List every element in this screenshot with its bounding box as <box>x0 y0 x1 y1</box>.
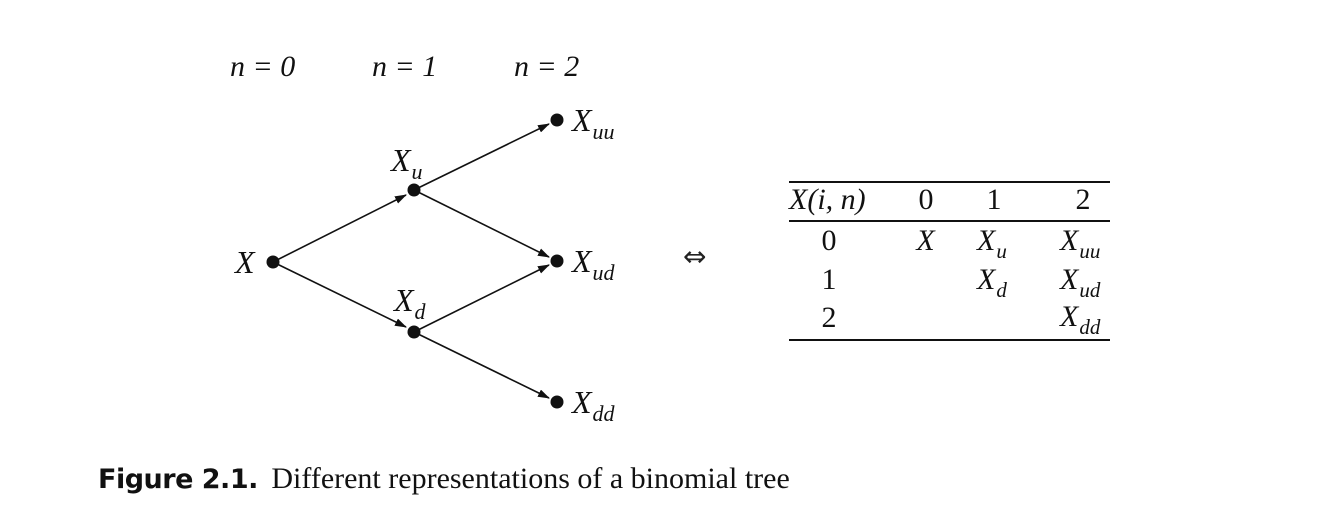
node-d <box>407 325 421 339</box>
stage-label-n0: n = 0 <box>230 50 296 83</box>
table-row0-index: 0 <box>821 224 837 257</box>
table-bottom-rule <box>789 339 1110 341</box>
edge-u-to-uu <box>413 123 550 191</box>
edge-u-to-ud <box>413 189 550 258</box>
node-dd <box>550 395 564 409</box>
node-root <box>266 255 280 269</box>
node-label-dd: Xdd <box>572 384 615 426</box>
table-header-xin: X(i, n) <box>789 183 866 216</box>
table-row2-index: 2 <box>821 301 837 334</box>
table-row0-col2: Xuu <box>1060 224 1101 263</box>
table-row1-col2: Xud <box>1060 263 1101 302</box>
equivalence-arrow-icon: ⇔ <box>683 240 707 273</box>
table-row1-index: 1 <box>821 263 837 296</box>
node-label-d: Xd <box>394 282 426 324</box>
node-label-uu: Xuu <box>572 102 615 144</box>
edge-d-to-dd <box>413 331 550 399</box>
edge-root-to-u <box>272 194 407 263</box>
edge-root-to-d <box>272 261 407 328</box>
node-label-ud: Xud <box>572 243 615 285</box>
table-header-col0: 0 <box>918 183 934 216</box>
node-ud <box>550 254 564 268</box>
table-row2-col2: Xdd <box>1060 300 1101 339</box>
node-uu <box>550 113 564 127</box>
edge-d-to-ud <box>413 264 550 333</box>
node-label-root: X <box>235 244 255 280</box>
stage-label-n2: n = 2 <box>514 50 580 83</box>
caption-label: Figure 2.1. <box>98 464 258 495</box>
table-header-col2: 2 <box>1075 183 1091 216</box>
table-top-rule <box>789 181 1110 183</box>
table-row0-col0: X <box>916 224 935 257</box>
table-header-col1: 1 <box>986 183 1002 216</box>
caption-text: Different representations of a binomial … <box>271 462 790 495</box>
node-label-u: Xu <box>391 142 423 184</box>
table-row1-col1: Xd <box>977 263 1007 302</box>
figure-caption: Figure 2.1. Different representations of… <box>98 462 790 496</box>
stage-label-n1: n = 1 <box>372 50 438 83</box>
table-header-rule <box>789 220 1110 222</box>
table-row0-col1: Xu <box>977 224 1007 263</box>
node-u <box>407 183 421 197</box>
